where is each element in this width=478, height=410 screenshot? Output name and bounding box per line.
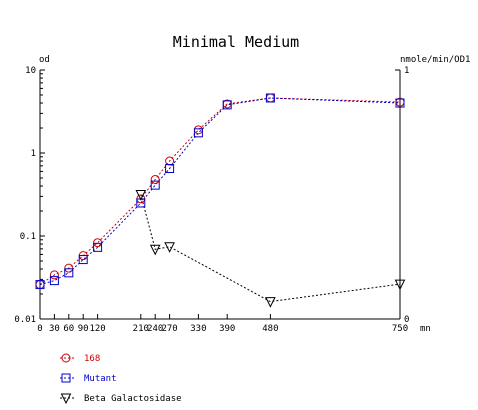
x-tick-label: 90 [78,324,89,334]
series-markers [35,93,406,308]
series-line-2 [140,194,401,303]
x-tick-label: 480 [262,324,278,334]
x-tick-label: 330 [190,324,206,334]
x-tick-label: 390 [219,324,235,334]
data-point-square [165,164,175,174]
legend-marker [61,373,71,383]
legend-marker [60,393,72,405]
data-point-square [150,180,160,190]
data-point-triangle-down [135,190,147,201]
y-left-tick-label: 0.01 [14,315,36,325]
data-point-square [265,93,275,103]
x-tick-label: 240 [147,324,163,334]
x-tick-label: 750 [392,324,408,334]
x-tick-label: 30 [49,324,60,334]
data-point-circle [64,263,74,273]
x-tick-label: 60 [63,324,74,334]
y-left-tick-label: 10 [25,66,36,76]
series-lines [39,97,401,303]
y-left-tick-label: 1 [31,149,36,159]
data-point-circle [93,238,103,248]
series-line-0 [39,97,401,286]
data-point-triangle-down [394,279,406,291]
data-point-triangle-down [164,242,175,253]
y-left-tick-label: 0.1 [20,232,36,242]
legend-label: 168 [84,354,100,364]
data-point-square [222,100,232,110]
y-right-tick-label: 1 [404,66,409,76]
x-tick-label: 0 [37,324,42,334]
chart-title: Minimal Medium [173,33,299,51]
data-point-square [395,98,405,108]
y-right-label: nmole/min/OD1 [400,55,470,65]
legend-label: Mutant [84,374,117,384]
data-point-circle [193,125,203,135]
series-line-1 [39,97,401,286]
legend: 168 Mutant Beta Galactosidase [60,353,182,405]
data-point-square [35,280,45,290]
data-point-square [193,128,203,138]
legend-marker [61,353,71,363]
data-point-square [78,255,88,265]
x-tick-label: 120 [89,324,105,334]
x-tick-label: 210 [133,324,149,334]
legend-label: Beta Galactosidase [84,394,182,404]
y-left-label: od [39,55,50,65]
data-point-circle [150,174,160,184]
data-point-square [49,276,59,286]
data-point-square [64,268,74,278]
x-axis-label: mn [420,324,431,334]
y-right-tick-label: 0 [404,315,409,325]
data-point-triangle-down [265,297,276,308]
data-point-triangle-down [149,244,161,256]
data-point-circle [165,156,175,166]
data-point-square [93,242,103,252]
x-tick-label: 270 [161,324,177,334]
data-point-circle [49,270,59,280]
